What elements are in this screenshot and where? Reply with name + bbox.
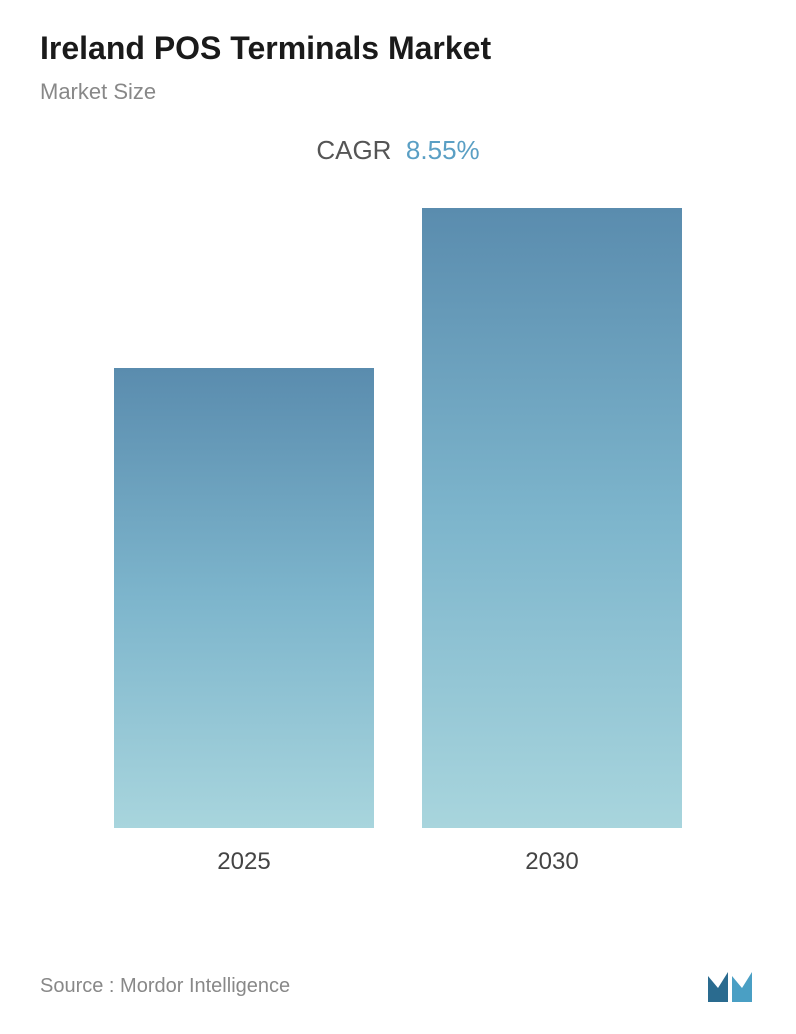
chart-area: 2025 2030 bbox=[40, 216, 756, 876]
bar-group-2030: 2030 bbox=[422, 208, 682, 876]
bar-2025 bbox=[114, 368, 374, 828]
chart-subtitle: Market Size bbox=[40, 79, 756, 105]
chart-title: Ireland POS Terminals Market bbox=[40, 30, 756, 67]
bar-group-2025: 2025 bbox=[114, 368, 374, 876]
bar-2030 bbox=[422, 208, 682, 828]
cagr-label: CAGR bbox=[316, 135, 391, 165]
bar-label-2025: 2025 bbox=[217, 848, 270, 876]
footer: Source : Mordor Intelligence bbox=[40, 968, 756, 1004]
cagr-value: 8.55% bbox=[406, 135, 480, 165]
cagr-row: CAGR 8.55% bbox=[40, 135, 756, 166]
source-text: Source : Mordor Intelligence bbox=[40, 975, 290, 998]
mordor-logo-icon bbox=[706, 968, 756, 1004]
bar-label-2030: 2030 bbox=[525, 848, 578, 876]
